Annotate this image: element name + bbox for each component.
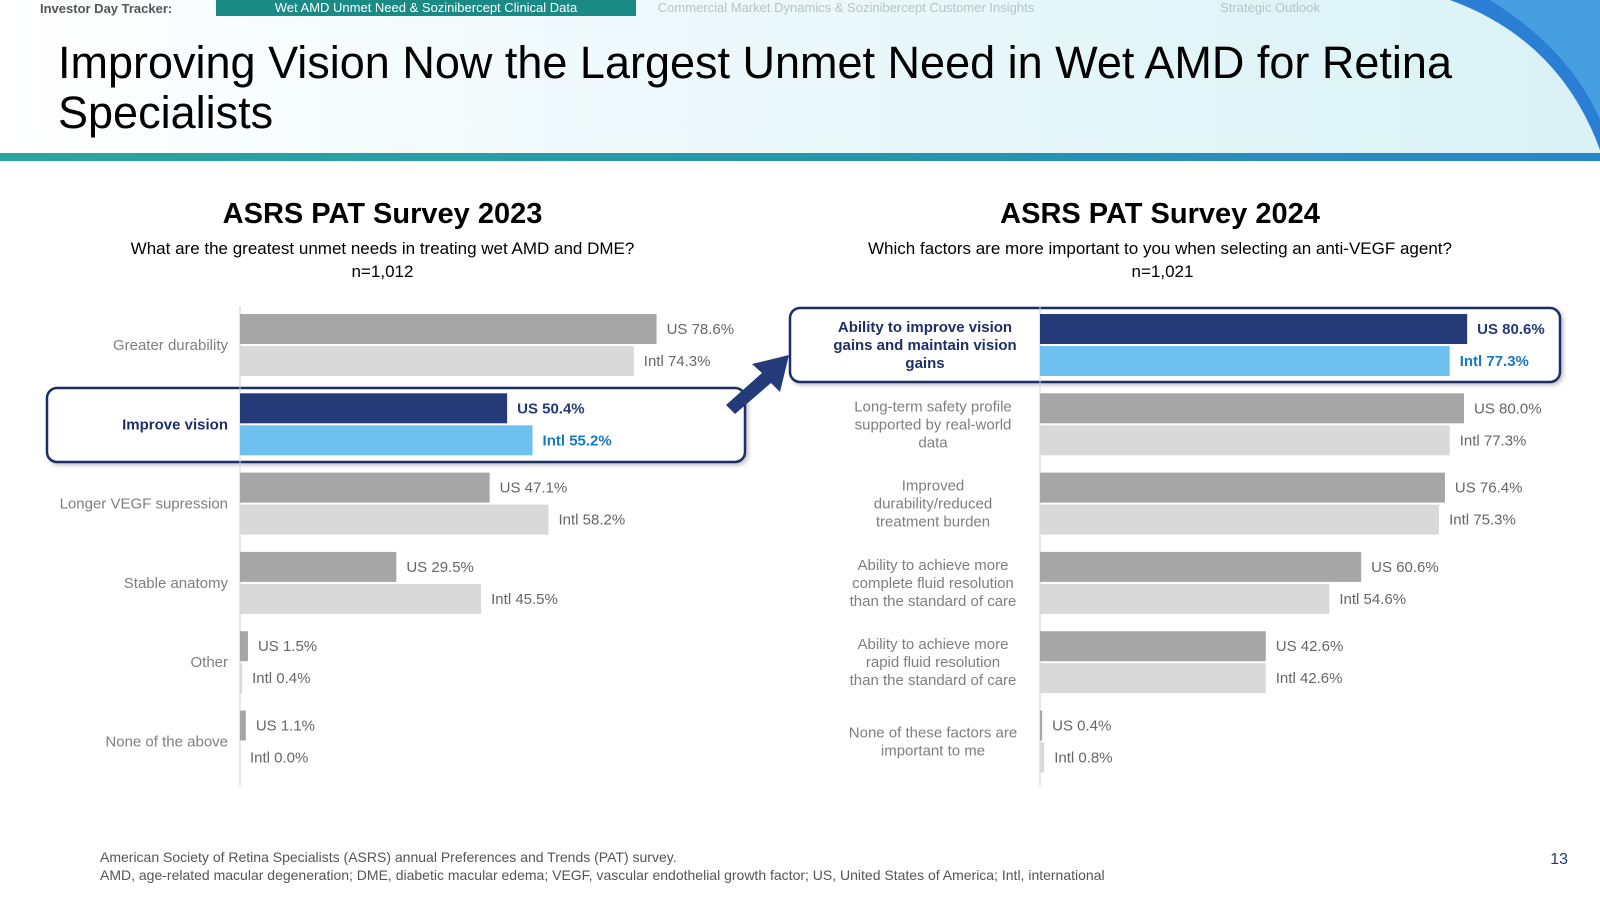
bar-us-5	[240, 631, 248, 662]
chart-2024: US 80.6% Intl 77.3% Ability to improve vis…	[788, 306, 1562, 786]
bar-intl-5	[240, 663, 243, 694]
data-label-intl-6: Intl 0.0%	[250, 750, 308, 767]
chart-2024-subtitle: Which factors are more important to you …	[868, 239, 1452, 258]
data-label-us-1: US 78.6%	[667, 321, 735, 338]
chart-2024-title: ASRS PAT Survey 2024	[1000, 198, 1320, 230]
data-label-us-6: US 0.4%	[1052, 718, 1111, 735]
page-number: 13	[1550, 851, 1568, 868]
chart-2023-n: n=1,012	[351, 262, 414, 281]
data-label-intl-6: Intl 0.8%	[1054, 750, 1112, 767]
category-label-6: None of these factors are important to me	[849, 725, 1017, 760]
bar-intl-4	[240, 583, 482, 614]
bar-intl-1	[240, 346, 634, 376]
bar-intl-3	[240, 504, 549, 535]
bar-intl-5	[1040, 663, 1266, 694]
data-label-us-4: US 29.5%	[406, 559, 474, 576]
bar-intl-1	[1040, 346, 1450, 376]
page-title: Improving Vision Now the Largest Unmet N…	[58, 37, 1452, 138]
bar-us-6	[1040, 710, 1043, 741]
category-label-4: Ability to achieve more complete fluid re…	[850, 557, 1017, 610]
data-label-us-1: US 80.6%	[1477, 321, 1545, 338]
bar-us-6	[240, 710, 246, 741]
chart-2024-n: n=1,021	[1131, 262, 1194, 281]
bar-us-2	[1040, 393, 1464, 424]
category-label-4: Stable anatomy	[124, 575, 229, 592]
data-label-intl-5: Intl 0.4%	[252, 670, 310, 687]
data-label-us-5: US 42.6%	[1276, 638, 1344, 655]
data-label-us-2: US 50.4%	[517, 400, 585, 417]
category-label-5: Other	[190, 654, 228, 671]
data-label-intl-3: Intl 58.2%	[558, 512, 625, 529]
chart-2023-title: ASRS PAT Survey 2023	[222, 198, 543, 230]
data-label-intl-2: Intl 77.3%	[1460, 432, 1527, 449]
category-label-6: None of the above	[105, 734, 228, 751]
bar-us-3	[1040, 472, 1445, 503]
tab-strategic-outlook[interactable]: Strategic Outlook	[1220, 0, 1320, 15]
data-label-us-5: US 1.5%	[258, 638, 317, 655]
category-label-2: Long-term safety profile supported by rea…	[854, 398, 1012, 451]
data-label-us-3: US 47.1%	[500, 480, 568, 497]
tab-wet-amd[interactable]: Wet AMD Unmet Need & Sozinibercept Clini…	[216, 0, 636, 16]
bar-us-5	[1040, 631, 1266, 662]
footer-source-note: American Society of Retina Specialists (…	[100, 849, 677, 865]
header-divider-bar	[0, 153, 1600, 161]
data-label-intl-4: Intl 45.5%	[491, 591, 558, 608]
tracker-label: Investor Day Tracker:	[40, 1, 173, 16]
bar-intl-2	[240, 425, 533, 456]
category-label-1: Ability to improve vision gains and maint…	[833, 319, 1016, 372]
bar-us-4	[1040, 551, 1362, 582]
category-label-2: Improve vision	[122, 416, 228, 433]
category-label-1: Greater durability	[113, 337, 229, 354]
category-label-3: Longer VEGF supression	[60, 496, 228, 513]
data-label-us-4: US 60.6%	[1371, 559, 1439, 576]
tab-commercial-market[interactable]: Commercial Market Dynamics & Soziniberce…	[657, 0, 1035, 15]
bar-us-4	[240, 551, 397, 582]
bar-intl-3	[1040, 504, 1440, 535]
bar-intl-2	[1040, 425, 1450, 456]
bar-intl-4	[1040, 583, 1330, 614]
bar-us-1	[240, 314, 657, 344]
footer-abbreviations: AMD, age-related macular degeneration; D…	[100, 867, 1105, 883]
data-label-intl-3: Intl 75.3%	[1449, 512, 1516, 529]
data-label-us-2: US 80.0%	[1474, 400, 1542, 417]
bar-intl-6	[1040, 742, 1045, 773]
data-label-us-6: US 1.1%	[256, 718, 315, 735]
data-label-intl-5: Intl 42.6%	[1276, 670, 1343, 687]
chart-2023: US 78.6% Intl 74.3% Greater durability US 5…	[45, 306, 747, 786]
bar-us-2	[240, 393, 508, 424]
data-label-intl-2: Intl 55.2%	[543, 432, 612, 449]
data-label-us-3: US 76.4%	[1455, 480, 1523, 497]
highlight-connector-arrow-icon	[726, 355, 789, 414]
bar-us-1	[1040, 314, 1468, 344]
chart-2023-subtitle: What are the greatest unmet needs in tre…	[130, 239, 635, 258]
data-label-intl-1: Intl 77.3%	[1460, 353, 1529, 370]
header-background	[0, 0, 1600, 156]
category-label-3: Improved durability/reduced treatment burd…	[874, 478, 992, 531]
bar-us-3	[240, 472, 490, 503]
data-label-intl-1: Intl 74.3%	[644, 353, 711, 370]
header-swoosh-decoration	[1450, 0, 1600, 150]
category-label-5: Ability to achieve more rapid fluid resol…	[850, 636, 1017, 689]
data-label-intl-4: Intl 54.6%	[1339, 591, 1406, 608]
highlight-box-chart-1	[45, 386, 747, 464]
